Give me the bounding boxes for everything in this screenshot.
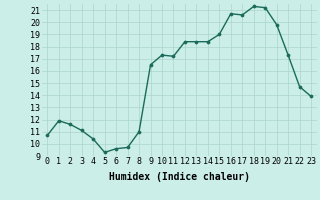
X-axis label: Humidex (Indice chaleur): Humidex (Indice chaleur) <box>109 172 250 182</box>
